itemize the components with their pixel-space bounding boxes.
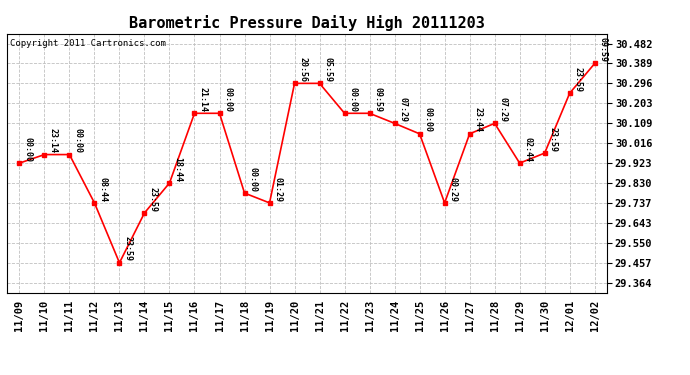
Text: 20:56: 20:56 bbox=[299, 57, 308, 82]
Text: 23:59: 23:59 bbox=[574, 67, 583, 92]
Text: 08:44: 08:44 bbox=[99, 177, 108, 201]
Text: 23:59: 23:59 bbox=[124, 236, 132, 261]
Text: 18:44: 18:44 bbox=[174, 157, 183, 182]
Text: 00:29: 00:29 bbox=[448, 177, 457, 201]
Text: 01:29: 01:29 bbox=[274, 177, 283, 201]
Text: 00:00: 00:00 bbox=[424, 108, 433, 132]
Text: 00:00: 00:00 bbox=[348, 87, 357, 112]
Text: 21:14: 21:14 bbox=[199, 87, 208, 112]
Text: 23:59: 23:59 bbox=[148, 186, 157, 211]
Text: 23:44: 23:44 bbox=[474, 108, 483, 132]
Text: 00:00: 00:00 bbox=[23, 137, 32, 162]
Text: 02:44: 02:44 bbox=[524, 137, 533, 162]
Text: 23:59: 23:59 bbox=[549, 127, 558, 152]
Text: Copyright 2011 Cartronics.com: Copyright 2011 Cartronics.com bbox=[10, 39, 166, 48]
Text: 00:00: 00:00 bbox=[224, 87, 233, 112]
Text: 09:59: 09:59 bbox=[599, 37, 608, 62]
Text: 09:59: 09:59 bbox=[374, 87, 383, 112]
Text: 07:29: 07:29 bbox=[499, 97, 508, 122]
Text: 05:59: 05:59 bbox=[324, 57, 333, 82]
Text: 00:00: 00:00 bbox=[74, 128, 83, 153]
Text: 23:14: 23:14 bbox=[48, 128, 57, 153]
Text: 07:29: 07:29 bbox=[399, 97, 408, 122]
Title: Barometric Pressure Daily High 20111203: Barometric Pressure Daily High 20111203 bbox=[129, 15, 485, 31]
Text: 00:00: 00:00 bbox=[248, 166, 257, 192]
